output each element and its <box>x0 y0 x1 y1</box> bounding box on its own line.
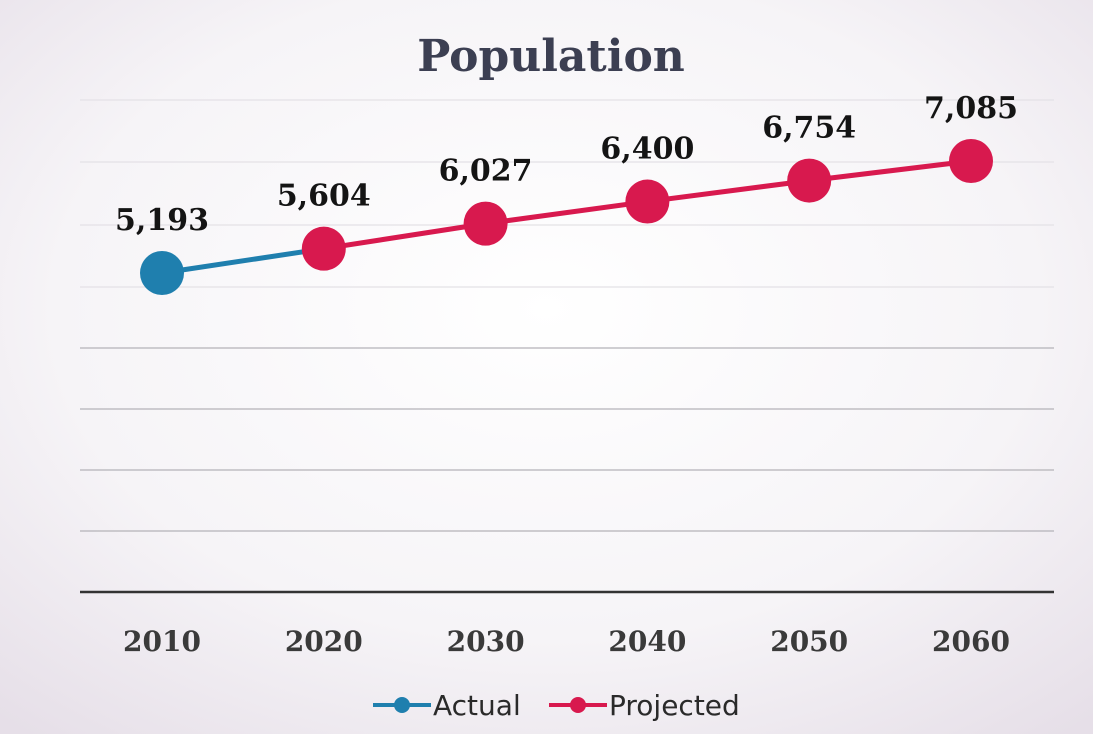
data-point <box>140 251 184 295</box>
data-point <box>301 226 346 271</box>
data-point <box>625 179 670 224</box>
data-label: 5,604 <box>277 179 371 214</box>
legend-marker <box>394 697 410 713</box>
legend-label: Actual <box>433 689 521 722</box>
data-label: 5,193 <box>115 203 209 238</box>
x-tick-label: 2040 <box>608 625 686 658</box>
data-label: 6,754 <box>762 111 856 146</box>
data-label: 6,400 <box>600 132 694 167</box>
legend: Actual Projected <box>373 689 740 722</box>
legend-marker <box>570 697 586 713</box>
data-label: 6,027 <box>439 154 533 189</box>
x-tick-label: 2010 <box>123 625 201 658</box>
x-tick-labels: 2010 2020 2030 2040 2050 2060 <box>123 625 1010 658</box>
x-tick-label: 2020 <box>285 625 363 658</box>
data-labels: 5,193 5,604 6,027 6,400 6,754 7,085 <box>115 91 1018 238</box>
data-label: 7,085 <box>924 91 1018 126</box>
series-line <box>161 246 325 276</box>
x-tick-label: 2050 <box>770 625 848 658</box>
gridlines <box>80 99 1054 532</box>
chart-title: Population <box>417 31 685 82</box>
series <box>140 139 993 295</box>
data-point <box>787 158 832 203</box>
data-point <box>949 139 993 183</box>
legend-label: Projected <box>609 689 740 722</box>
data-point <box>463 201 508 246</box>
x-tick-label: 2060 <box>932 625 1010 658</box>
x-tick-label: 2030 <box>447 625 525 658</box>
